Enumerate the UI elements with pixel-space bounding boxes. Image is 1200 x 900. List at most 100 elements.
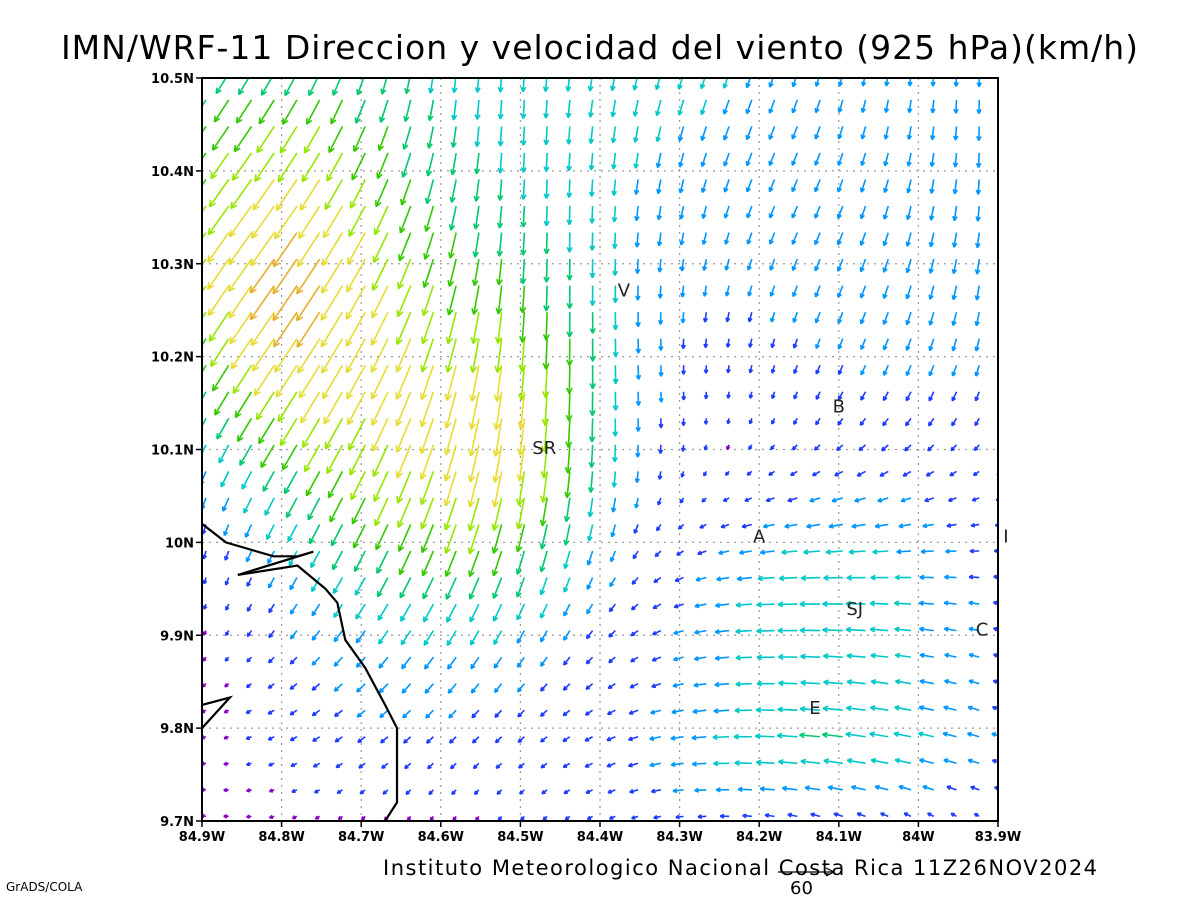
wind-vector	[679, 497, 685, 504]
wind-vector	[845, 600, 866, 607]
wind-vector	[814, 258, 821, 272]
wind-vector	[563, 603, 571, 617]
wind-vector	[330, 524, 344, 547]
wind-vector	[246, 603, 253, 612]
wind-vector	[975, 232, 981, 249]
wind-vector	[542, 312, 550, 341]
wind-vector	[822, 626, 843, 634]
wind-vector	[713, 760, 730, 767]
wind-vector	[658, 391, 664, 403]
wind-vector	[951, 417, 958, 427]
wind-vector	[399, 205, 412, 234]
wind-vector	[291, 815, 298, 820]
wind-vector	[606, 762, 616, 768]
wind-vector	[726, 391, 731, 399]
wind-vector	[611, 444, 618, 463]
wind-vector	[249, 285, 275, 321]
wind-vector	[733, 733, 752, 740]
wind-vector	[905, 258, 912, 274]
wind-vector	[444, 524, 457, 555]
wind-vector	[450, 126, 457, 148]
wind-vector	[905, 391, 912, 402]
wind-vector	[403, 99, 412, 122]
wind-vector	[874, 523, 889, 529]
wind-vector	[281, 99, 298, 125]
wind-vector	[635, 418, 641, 432]
wind-vector	[652, 629, 662, 636]
wind-vector	[202, 471, 207, 485]
wind-vector	[656, 179, 662, 195]
wind-vector	[520, 99, 527, 119]
wind-vector	[791, 99, 799, 114]
wind-vector	[759, 786, 775, 792]
wind-vector	[326, 152, 344, 182]
wind-vector	[974, 338, 981, 352]
wind-vector	[565, 418, 573, 448]
wind-vector	[267, 709, 275, 715]
wind-vector	[405, 789, 412, 796]
wind-vector	[428, 78, 435, 94]
wind-vector	[223, 761, 229, 766]
wind-vector	[906, 179, 912, 194]
wind-vector	[475, 815, 480, 821]
wind-vector	[999, 259, 1003, 274]
wind-vector	[757, 575, 775, 582]
wind-vector	[905, 338, 912, 351]
wind-vector	[856, 812, 866, 818]
wind-vector	[496, 205, 504, 229]
wind-vector	[799, 732, 821, 739]
wind-vector	[919, 574, 934, 581]
wind-vector	[241, 471, 253, 490]
wind-vector	[566, 312, 573, 338]
wind-vector	[268, 603, 275, 614]
wind-vector	[722, 78, 729, 89]
wind-vector	[250, 311, 275, 347]
wind-vector	[703, 391, 709, 400]
wind-vector	[678, 179, 685, 194]
wind-vector	[348, 417, 366, 451]
wind-vector	[371, 258, 389, 291]
wind-vector	[542, 78, 549, 92]
wind-vector	[272, 311, 298, 348]
wind-vector	[612, 285, 619, 303]
wind-vector	[799, 601, 821, 608]
wind-vector	[202, 125, 207, 134]
wind-vector	[610, 497, 617, 513]
wind-vector	[882, 391, 889, 402]
wind-vector	[657, 497, 662, 506]
wind-vector	[611, 205, 618, 223]
wind-vector	[324, 417, 344, 450]
wind-vector	[949, 470, 957, 477]
wind-vector	[951, 311, 958, 327]
wind-vector	[449, 179, 457, 203]
wind-vector	[882, 417, 889, 427]
wind-vector	[778, 575, 798, 582]
wind-vector	[922, 523, 934, 529]
wind-vector	[588, 152, 595, 171]
wind-vector	[725, 312, 731, 323]
wind-vector	[376, 577, 389, 598]
wind-vector	[473, 205, 480, 230]
lon-tick-label: 84.4W	[577, 830, 623, 845]
wind-vector	[492, 418, 503, 457]
wind-vector	[540, 736, 548, 743]
wind-vector	[815, 364, 821, 375]
wind-vector	[674, 576, 684, 583]
wind-vector	[202, 577, 208, 585]
wind-vector	[275, 364, 298, 398]
wind-vector	[823, 679, 843, 686]
wind-vector	[307, 497, 321, 521]
wind-vector	[267, 577, 275, 589]
wind-vector	[650, 788, 661, 794]
wind-vector	[520, 232, 527, 256]
wind-vector	[926, 812, 935, 818]
wind-vector	[565, 365, 573, 395]
wind-vector	[566, 285, 573, 309]
wind-vector	[951, 338, 958, 352]
wind-vector	[246, 788, 252, 793]
wind-vector	[679, 258, 685, 272]
wind-vector	[882, 205, 890, 220]
place-label: SR	[532, 438, 556, 459]
wind-vector	[347, 391, 366, 426]
wind-vector	[354, 99, 366, 124]
